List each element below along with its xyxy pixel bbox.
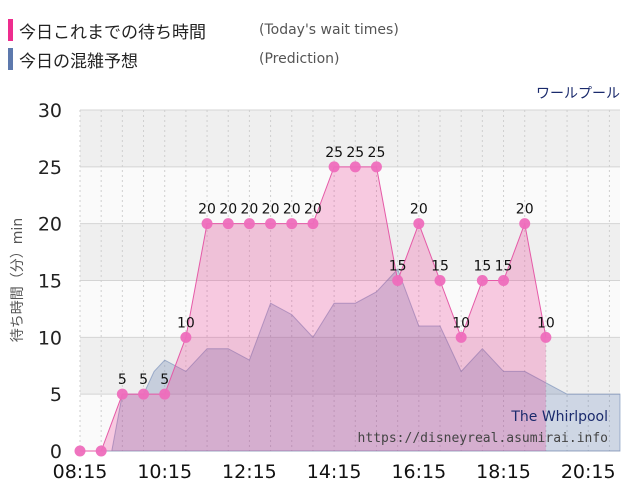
data-label: 10 xyxy=(452,315,470,331)
data-label: 20 xyxy=(240,202,258,218)
data-label: 25 xyxy=(346,145,364,161)
today-point xyxy=(413,218,425,230)
data-label: 20 xyxy=(262,202,280,218)
chart-title: ワールプール xyxy=(536,86,620,102)
today-point xyxy=(328,161,340,173)
y-tick-label: 15 xyxy=(38,271,62,293)
legend-label-prediction: 今日の混雑予想 xyxy=(19,51,138,72)
y-tick-label: 5 xyxy=(50,384,62,406)
prediction-area xyxy=(80,268,621,452)
plot-band xyxy=(80,280,620,338)
data-label: 15 xyxy=(389,259,407,275)
x-tick-label: 18:15 xyxy=(476,461,531,483)
today-point xyxy=(180,331,192,343)
data-label: 5 xyxy=(139,372,148,388)
data-label: 5 xyxy=(160,372,169,388)
data-label: 15 xyxy=(473,259,491,275)
y-tick-label: 25 xyxy=(38,157,62,179)
data-label: 20 xyxy=(219,202,237,218)
today-point xyxy=(540,331,552,343)
y-tick-label: 20 xyxy=(38,214,62,236)
today-point xyxy=(95,445,107,457)
today-area xyxy=(80,166,546,452)
x-tick-label: 20:15 xyxy=(561,461,616,483)
today-point xyxy=(498,275,510,286)
today-point xyxy=(74,445,86,457)
x-tick-label: 10:15 xyxy=(137,461,192,483)
x-tick-label: 08:15 xyxy=(53,461,108,483)
today-point xyxy=(201,218,213,230)
plot-band xyxy=(80,110,620,167)
today-point xyxy=(286,218,298,230)
today-point xyxy=(222,218,234,230)
today-point xyxy=(370,161,382,173)
today-point xyxy=(116,388,128,400)
today-point xyxy=(243,218,255,230)
legend-note-prediction: (Prediction) xyxy=(259,51,340,67)
watermark-url: https://disneyreal.asumirai.info xyxy=(358,431,608,446)
today-point xyxy=(476,275,488,286)
data-label: 15 xyxy=(431,259,449,275)
x-tick-label: 12:15 xyxy=(222,461,277,483)
plot-band xyxy=(80,394,620,451)
data-label: 25 xyxy=(325,145,343,161)
legend-label-today: 今日これまでの待ち時間 xyxy=(19,22,206,43)
today-point xyxy=(307,218,319,230)
legend-item-prediction: 今日の混雑予想 (Prediction) xyxy=(8,47,340,72)
today-point xyxy=(138,388,150,400)
data-label: 20 xyxy=(516,202,534,218)
today-point xyxy=(455,331,467,343)
data-label: 10 xyxy=(177,315,195,331)
data-label: 5 xyxy=(118,372,127,388)
data-label: 20 xyxy=(304,202,322,218)
data-label: 25 xyxy=(368,145,386,161)
today-point xyxy=(434,275,446,286)
plot-band xyxy=(80,337,620,395)
watermark-name: The Whirlpool xyxy=(510,409,608,425)
x-tick-label: 14:15 xyxy=(307,461,362,483)
x-tick-label: 16:15 xyxy=(391,461,446,483)
y-tick-label: 30 xyxy=(38,100,62,122)
data-label: 15 xyxy=(495,259,513,275)
today-point xyxy=(349,161,361,173)
data-label: 20 xyxy=(410,202,428,218)
today-point xyxy=(265,218,277,230)
data-label: 20 xyxy=(198,202,216,218)
legend-note-today: (Today's wait times) xyxy=(259,22,399,38)
data-label: 20 xyxy=(283,202,301,218)
today-point xyxy=(392,275,404,286)
legend-item-today: 今日これまでの待ち時間 (Today's wait times) xyxy=(8,18,399,43)
legend-swatch-prediction xyxy=(8,48,13,70)
y-axis-label: 待ち時間（分）min xyxy=(10,218,26,342)
plot-band xyxy=(80,166,620,224)
today-point xyxy=(519,218,531,230)
today-point xyxy=(159,388,171,400)
y-tick-label: 10 xyxy=(38,327,62,349)
y-tick-label: 0 xyxy=(50,441,62,463)
data-label: 10 xyxy=(537,315,555,331)
legend-swatch-today xyxy=(8,19,13,41)
